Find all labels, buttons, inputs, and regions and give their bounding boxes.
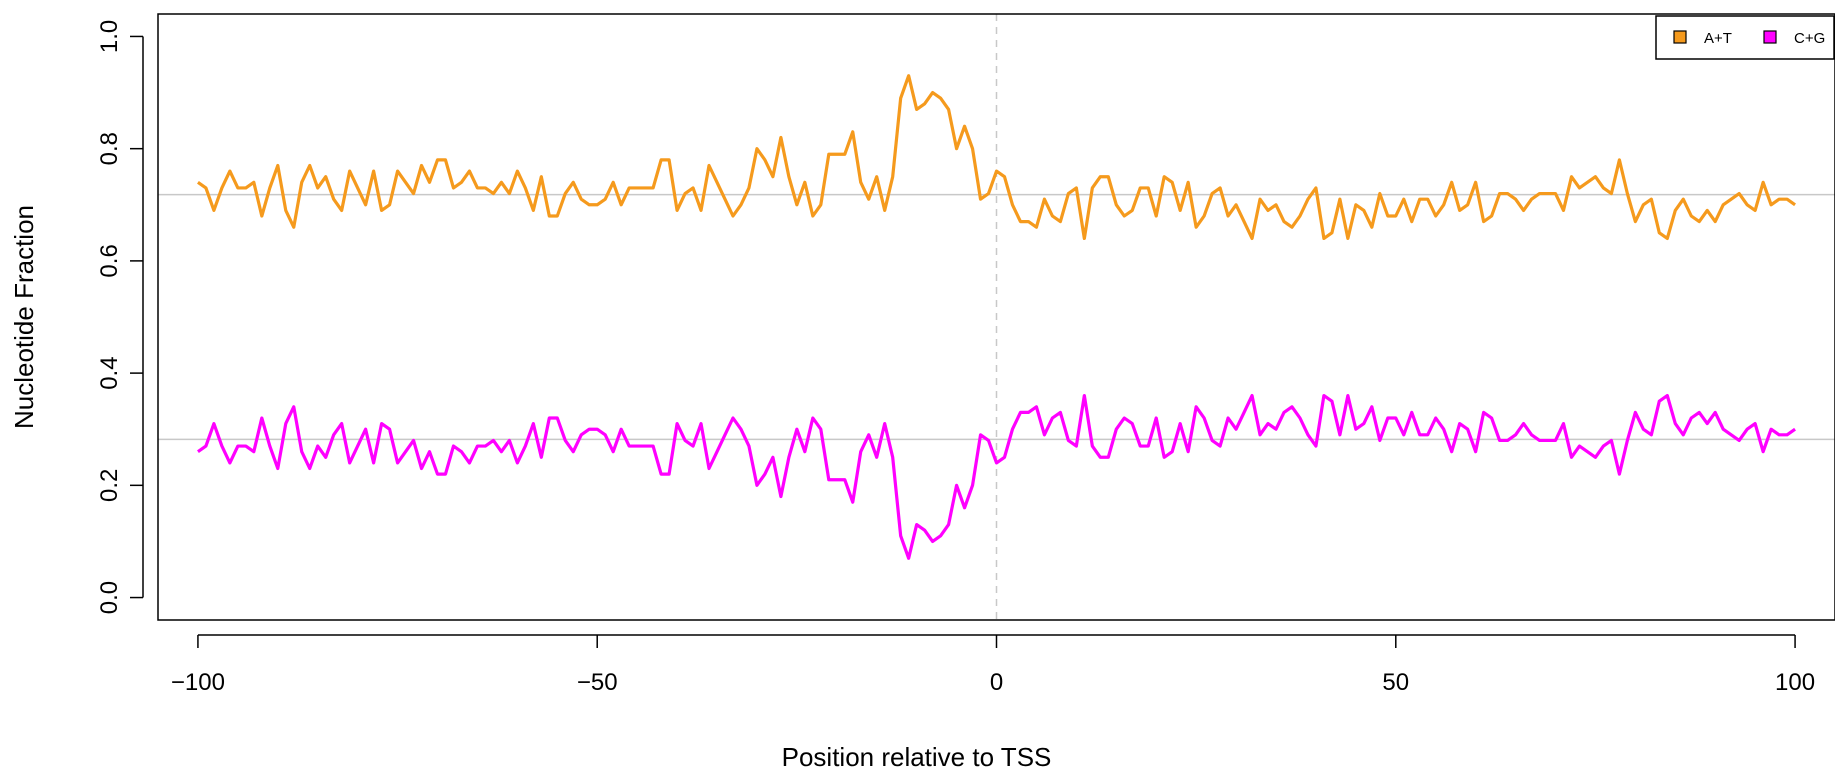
y-tick-label: 0.8 bbox=[96, 132, 123, 165]
series-line-c-g bbox=[197, 393, 1796, 560]
y-tick-label: 0.6 bbox=[96, 244, 123, 277]
x-tick-label: 50 bbox=[1382, 669, 1409, 696]
y-tick-label: 0.4 bbox=[96, 356, 123, 389]
plot-frame bbox=[157, 13, 1835, 621]
x-tick-label: 0 bbox=[990, 669, 1003, 696]
y-tick-label: 0.0 bbox=[96, 581, 123, 614]
x-tick-label: 100 bbox=[1775, 669, 1815, 696]
legend-label-c-g: C+G bbox=[1794, 30, 1825, 47]
legend-label-a-t: A+T bbox=[1704, 30, 1732, 47]
y-axis-title: Nucleotide Fraction bbox=[9, 205, 39, 429]
series-line-a-t bbox=[197, 74, 1796, 241]
y-tick-label: 1.0 bbox=[96, 20, 123, 53]
legend: A+T C+G bbox=[1655, 15, 1835, 60]
x-axis-title: Position relative to TSS bbox=[782, 742, 1052, 772]
x-axis: −100 −50 0 50 100 bbox=[171, 634, 1815, 696]
x-tick-label: −100 bbox=[171, 669, 225, 696]
legend-swatch-c-g bbox=[1763, 30, 1777, 44]
y-tick-label: 0.2 bbox=[96, 469, 123, 502]
y-axis: 0.0 0.2 0.4 0.6 0.8 1.0 bbox=[96, 20, 144, 614]
legend-swatch-a-t bbox=[1673, 30, 1687, 44]
x-tick-label: −50 bbox=[577, 669, 618, 696]
reference-lines bbox=[158, 14, 1835, 620]
series-layer bbox=[197, 74, 1796, 560]
